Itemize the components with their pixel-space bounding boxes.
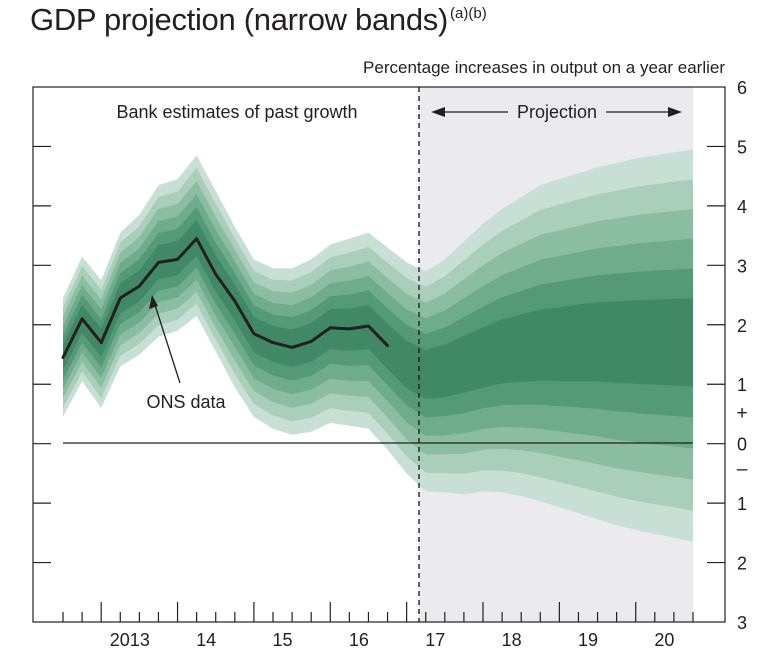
x-tick-label: 2013 bbox=[110, 630, 150, 650]
chart-title-footnotes: (a)(b) bbox=[450, 5, 487, 22]
x-tick-label: 19 bbox=[578, 630, 598, 650]
y-tick-label: 4 bbox=[737, 197, 747, 217]
plus-sign: + bbox=[736, 403, 747, 424]
y-tick-label: 6 bbox=[737, 78, 747, 98]
y-tick-label: 2 bbox=[737, 316, 747, 336]
y-tick-label: 5 bbox=[737, 137, 747, 157]
fan-band-6 bbox=[63, 219, 693, 400]
y-tick-label: 3 bbox=[737, 613, 747, 633]
chart-title-text: GDP projection (narrow bands) bbox=[30, 2, 449, 37]
y-tick-label: 3 bbox=[737, 256, 747, 276]
y-ticks-right: 6 5 4 3 2 1 0 1 2 3 bbox=[707, 78, 747, 633]
x-tick-label: 14 bbox=[196, 630, 216, 650]
y-tick-label: 1 bbox=[737, 375, 747, 395]
chart-subtitle: Percentage increases in output on a year… bbox=[363, 58, 725, 77]
ons-data-line bbox=[61, 237, 389, 359]
past-growth-label: Bank estimates of past growth bbox=[116, 102, 357, 122]
projection-label: Projection bbox=[517, 102, 597, 122]
chart-title: GDP projection (narrow bands) (a)(b) bbox=[30, 2, 487, 38]
minus-sign: – bbox=[737, 459, 748, 480]
x-tick-label: 17 bbox=[425, 630, 445, 650]
plot-frame bbox=[32, 86, 726, 623]
projection-arrow bbox=[431, 107, 682, 117]
y-ticks-left bbox=[33, 145, 51, 564]
y-tick-label: 0 bbox=[737, 435, 747, 455]
x-tick-label: 15 bbox=[273, 630, 293, 650]
y-tick-label: 1 bbox=[737, 494, 747, 514]
x-tick-label: 20 bbox=[654, 630, 674, 650]
ons-data-pointer bbox=[149, 295, 181, 384]
ons-data-label: ONS data bbox=[146, 392, 226, 412]
x-tick-label: 18 bbox=[502, 630, 522, 650]
x-axis: 2013 14 15 16 17 18 19 20 bbox=[62, 602, 694, 650]
x-tick-label: 16 bbox=[349, 630, 369, 650]
y-tick-label: 2 bbox=[737, 554, 747, 574]
fan-bands bbox=[63, 149, 693, 542]
